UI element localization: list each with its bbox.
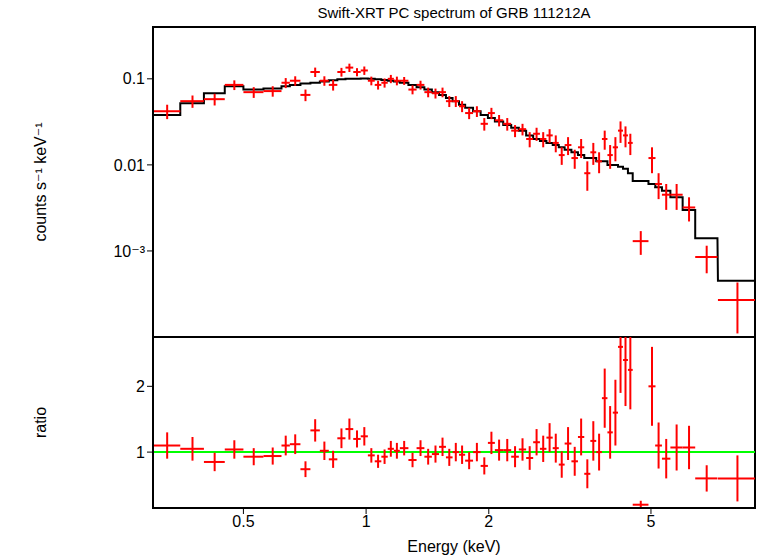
svg-text:1: 1 — [136, 444, 145, 461]
html-text:Swift-XRT PC spectrum of GRB 1: Swift-XRT PC spectrum of GRB 111212A — [317, 4, 591, 21]
svg-text:counts s⁻¹ keV⁻¹: counts s⁻¹ keV⁻¹ — [32, 122, 49, 241]
svg-text:10⁻³: 10⁻³ — [113, 243, 145, 260]
svg-text:0.01: 0.01 — [114, 157, 145, 174]
svg-text:2: 2 — [484, 513, 493, 530]
svg-text:1: 1 — [362, 513, 371, 530]
svg-text:5: 5 — [647, 513, 656, 530]
svg-text:0.5: 0.5 — [232, 513, 254, 530]
svg-text:ratio: ratio — [32, 407, 49, 438]
svg-text:0.1: 0.1 — [123, 70, 145, 87]
svg-text:Energy (keV): Energy (keV) — [407, 538, 500, 555]
svg-text:2: 2 — [136, 378, 145, 395]
